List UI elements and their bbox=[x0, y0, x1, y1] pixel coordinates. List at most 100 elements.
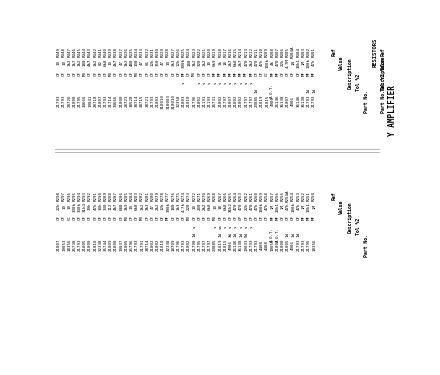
Text: 1k2: 1k2 bbox=[78, 59, 82, 66]
Text: 480: 480 bbox=[130, 59, 134, 66]
Text: MO: MO bbox=[135, 71, 139, 76]
Text: R273: R273 bbox=[187, 191, 191, 201]
Text: CF: CF bbox=[203, 215, 207, 220]
Text: 21805: 21805 bbox=[125, 239, 128, 252]
Text: 18: 18 bbox=[224, 60, 227, 65]
Text: R256: R256 bbox=[275, 191, 279, 201]
Text: 1M: 1M bbox=[271, 204, 275, 209]
Text: 4.7k: 4.7k bbox=[182, 202, 186, 212]
Text: s: s bbox=[213, 225, 217, 228]
Text: Description: Description bbox=[381, 58, 386, 89]
Text: 1M: 1M bbox=[281, 204, 285, 209]
Text: 10: 10 bbox=[62, 204, 66, 209]
Text: R286: R286 bbox=[119, 191, 123, 201]
Text: R302: R302 bbox=[307, 47, 311, 57]
Text: 47: 47 bbox=[161, 60, 165, 65]
Text: R291: R291 bbox=[93, 191, 97, 201]
Text: MF: MF bbox=[302, 215, 306, 220]
Text: 21791: 21791 bbox=[140, 239, 144, 252]
Text: 47k: 47k bbox=[286, 203, 290, 210]
Text: 19053: 19053 bbox=[271, 239, 275, 252]
Text: 10: 10 bbox=[109, 60, 113, 65]
Text: 21802: 21802 bbox=[239, 95, 243, 108]
Text: R265: R265 bbox=[229, 191, 233, 201]
Text: ss: ss bbox=[218, 224, 222, 229]
Text: 21803: 21803 bbox=[156, 95, 160, 108]
Text: 470: 470 bbox=[234, 203, 238, 210]
Text: 21815: 21815 bbox=[265, 95, 269, 108]
Text: Part No.: Part No. bbox=[364, 234, 369, 257]
Text: R288: R288 bbox=[109, 191, 113, 201]
Text: 23885: 23885 bbox=[213, 239, 217, 252]
Text: 180: 180 bbox=[172, 203, 176, 210]
Text: R255: R255 bbox=[281, 191, 285, 201]
Text: 32338: 32338 bbox=[99, 239, 103, 252]
Text: MF: MF bbox=[213, 71, 217, 76]
Text: 1W: 1W bbox=[286, 232, 290, 237]
Text: s: s bbox=[239, 225, 243, 228]
Text: 25738: 25738 bbox=[73, 239, 77, 252]
Text: 38714: 38714 bbox=[135, 95, 139, 108]
Text: 21793: 21793 bbox=[62, 95, 66, 108]
Text: 47k: 47k bbox=[93, 203, 97, 210]
Text: 10: 10 bbox=[166, 60, 170, 65]
Text: 21793: 21793 bbox=[182, 239, 186, 252]
Text: 26731: 26731 bbox=[213, 95, 217, 108]
Text: R324: R324 bbox=[187, 47, 191, 57]
Text: 10: 10 bbox=[62, 60, 66, 65]
Text: CF: CF bbox=[229, 215, 233, 220]
Text: CF: CF bbox=[104, 215, 108, 220]
Text: R269: R269 bbox=[208, 191, 212, 201]
Text: 4k: 4k bbox=[271, 60, 275, 65]
Text: 23885: 23885 bbox=[255, 95, 259, 108]
Text: 4408: 4408 bbox=[265, 240, 269, 250]
Text: 21793: 21793 bbox=[255, 239, 259, 252]
Text: R335: R335 bbox=[130, 47, 134, 57]
Text: R296: R296 bbox=[67, 191, 71, 201]
Text: s: s bbox=[244, 225, 248, 228]
Text: 28726: 28726 bbox=[67, 95, 71, 108]
Text: 10: 10 bbox=[192, 204, 196, 209]
Text: 1k2: 1k2 bbox=[93, 59, 97, 66]
Text: 12k: 12k bbox=[176, 59, 181, 66]
Text: 21790: 21790 bbox=[192, 239, 196, 252]
Text: R347: R347 bbox=[67, 47, 71, 57]
Text: 10: 10 bbox=[57, 60, 61, 65]
Text: Tol %2: Tol %2 bbox=[356, 218, 360, 236]
Text: Tol %2: Tol %2 bbox=[356, 74, 360, 92]
Text: R254A: R254A bbox=[286, 190, 290, 202]
Text: 10k: 10k bbox=[99, 203, 103, 210]
Text: CF: CF bbox=[234, 215, 238, 220]
Text: MF: MF bbox=[275, 71, 279, 76]
Text: R317: R317 bbox=[224, 47, 227, 57]
Text: R213: R213 bbox=[244, 47, 248, 57]
Text: 4.7M: 4.7M bbox=[286, 58, 290, 68]
Text: R268: R268 bbox=[213, 191, 217, 201]
Text: 2k2: 2k2 bbox=[203, 203, 207, 210]
Text: R271: R271 bbox=[198, 191, 202, 201]
Text: R308: R308 bbox=[271, 47, 275, 57]
Text: 21815: 21815 bbox=[224, 239, 227, 252]
Text: R339: R339 bbox=[109, 47, 113, 57]
Text: R284: R284 bbox=[130, 191, 134, 201]
Text: R345: R345 bbox=[78, 47, 82, 57]
Text: CF: CF bbox=[57, 215, 61, 220]
Text: 1k7: 1k7 bbox=[73, 59, 77, 66]
Text: R338: R338 bbox=[114, 47, 118, 57]
Text: A.O.T.: A.O.T. bbox=[271, 227, 275, 242]
Text: 4408: 4408 bbox=[260, 240, 264, 250]
Text: CF: CF bbox=[281, 71, 285, 76]
Text: R318: R318 bbox=[218, 47, 222, 57]
Text: 21800: 21800 bbox=[119, 95, 123, 108]
Text: 6k8: 6k8 bbox=[208, 203, 212, 210]
Text: R214: R214 bbox=[239, 47, 243, 57]
Text: R263: R263 bbox=[239, 191, 243, 201]
Text: 10: 10 bbox=[67, 204, 71, 209]
Text: 12k: 12k bbox=[161, 203, 165, 210]
Text: Y AMPLIFIER: Y AMPLIFIER bbox=[389, 85, 397, 136]
Text: 21797: 21797 bbox=[203, 239, 207, 252]
Text: CF: CF bbox=[218, 215, 222, 220]
Text: MF: MF bbox=[224, 71, 227, 76]
Text: 3W: 3W bbox=[229, 232, 233, 237]
Text: 22k: 22k bbox=[57, 203, 61, 210]
